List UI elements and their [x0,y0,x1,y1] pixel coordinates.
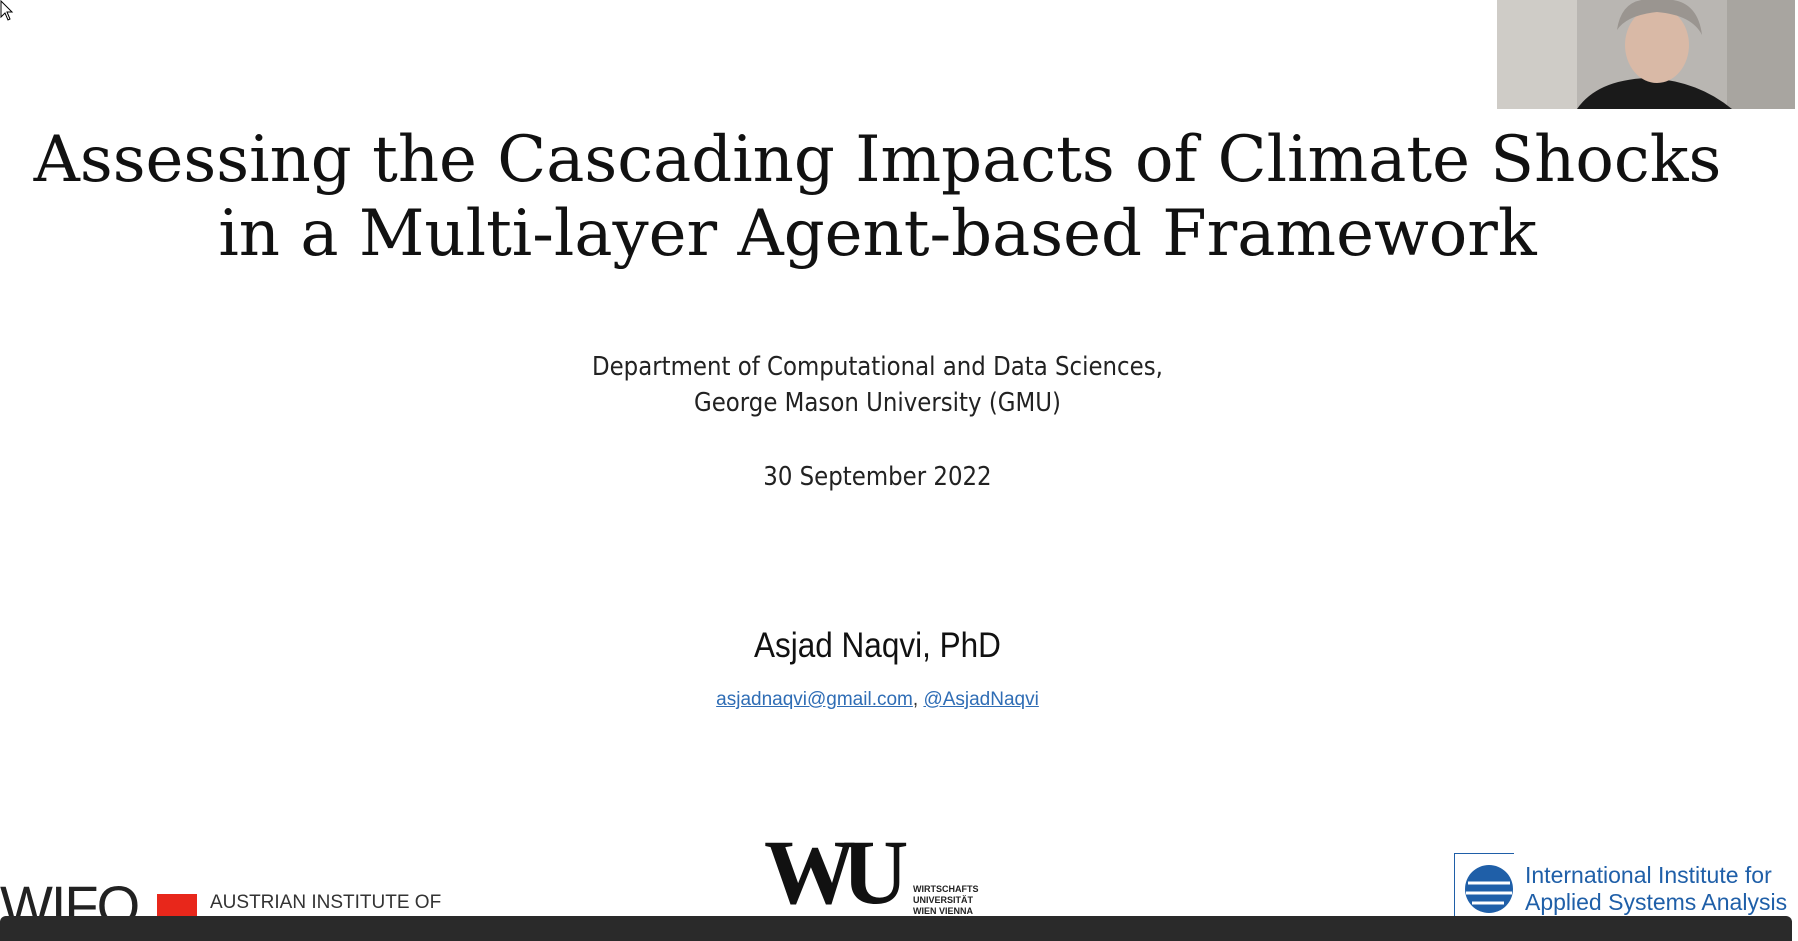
author: Asjad Naqvi, PhD [754,626,1001,665]
webcam-thumbnail [1497,0,1795,109]
twitter-link[interactable]: @AsjadNaqvi [923,689,1039,710]
wifo-text: AUSTRIAN INSTITUTE OF [210,892,442,913]
wu-text-line: WIEN VIENNA [913,906,974,916]
iiasa-emblem [1454,853,1514,941]
date: 30 September 2022 [763,462,992,492]
department: Department of Computational and Data Sci… [591,352,1163,382]
department: George Mason University (GMU) [693,388,1061,418]
email-link[interactable]: asjadnaqvi@gmail.com [716,689,913,710]
slide-title: in a Multi-layer Agent-based Framework [218,197,1537,271]
separator: , [912,689,919,710]
wu-text-line: WIRTSCHAFTS [913,884,979,894]
wu-text-line: UNIVERSITÄT [913,895,974,905]
contact-links: asjadnaqvi@gmail.com, @AsjadNaqvi [0,689,1755,711]
iiasa-text: International Institute for [1525,862,1772,888]
slide-title: Assessing the Cascading Impacts of Clima… [33,123,1722,197]
wu-mark: WU [764,821,909,923]
video-control-bar[interactable] [0,916,1792,941]
iiasa-text: Applied Systems Analysis [1525,889,1788,915]
mouse-cursor [0,0,14,21]
